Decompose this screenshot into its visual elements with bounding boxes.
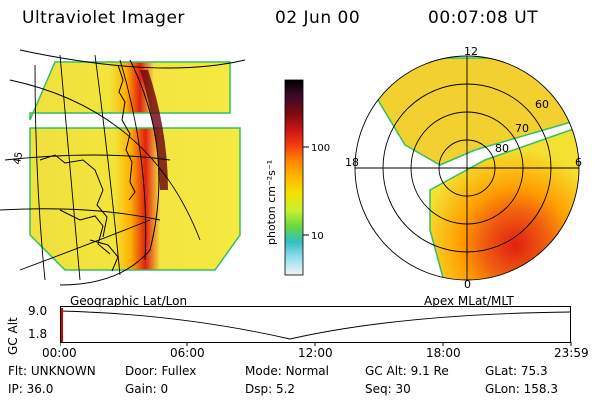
geo-edge-label: 45 bbox=[12, 151, 25, 165]
geographic-image-panel: 45 bbox=[0, 49, 246, 286]
info-gain: Gain: 0 bbox=[125, 382, 169, 396]
timeline-xtick-0600: 06:00 bbox=[170, 346, 205, 360]
image-band-lower bbox=[29, 127, 241, 271]
polar-grid bbox=[354, 55, 580, 281]
info-ip: IP: 36.0 bbox=[8, 382, 54, 396]
mlt-label-18: 18 bbox=[345, 156, 359, 169]
observation-time: 00:07:08 UT bbox=[428, 8, 539, 28]
timeline-xticks bbox=[60, 342, 572, 346]
timeline-ytick-bottom: 1.8 bbox=[28, 327, 48, 341]
timeline-axis-label: GC Alt bbox=[6, 317, 20, 355]
instrument-title: Ultraviolet Imager bbox=[22, 8, 185, 28]
polar-caption: Apex MLat/MLT bbox=[424, 294, 514, 308]
info-gc-alt: GC Alt: 9.1 Re bbox=[365, 364, 449, 378]
polar-image-panel: 12 18 6 0 60 70 80 bbox=[345, 45, 582, 290]
info-glat: GLat: 75.3 bbox=[485, 364, 548, 378]
timeline-xtick-2359: 23:59 bbox=[554, 346, 589, 360]
timeline-xtick-0000: 00:00 bbox=[42, 346, 77, 360]
altitude-curve bbox=[60, 310, 572, 340]
earth-limb bbox=[59, 59, 160, 286]
geo-caption: Geographic Lat/Lon bbox=[70, 294, 188, 308]
mlat-label-60: 60 bbox=[535, 98, 549, 111]
mlt-label-12: 12 bbox=[464, 45, 478, 58]
timeline-xtick-1800: 18:00 bbox=[426, 346, 461, 360]
info-mode: Mode: Normal bbox=[245, 364, 329, 378]
latlon-grid bbox=[0, 49, 246, 281]
mlt-label-6: 6 bbox=[575, 156, 582, 169]
info-glon: GLon: 158.3 bbox=[485, 382, 558, 396]
colorbar: 100 10 photon cm⁻²s⁻¹ bbox=[265, 79, 330, 276]
info-flt: Flt: UNKNOWN bbox=[8, 364, 96, 378]
image-band-upper bbox=[29, 61, 231, 121]
mlt-label-0: 0 bbox=[464, 278, 471, 290]
mlat-label-80: 80 bbox=[495, 142, 509, 155]
colorbar-label-100: 100 bbox=[311, 143, 330, 154]
colorbar-gradient bbox=[284, 79, 304, 276]
timeline-plot bbox=[60, 306, 572, 346]
timeline-ytick-top: 9.0 bbox=[28, 304, 48, 318]
mlat-label-70: 70 bbox=[515, 122, 529, 135]
coastline bbox=[39, 64, 136, 272]
colorbar-unit-label: photon cm⁻²s⁻¹ bbox=[265, 160, 278, 245]
timeline-xtick-1200: 12:00 bbox=[298, 346, 333, 360]
info-door: Door: Fullex bbox=[125, 364, 197, 378]
info-seq: Seq: 30 bbox=[365, 382, 411, 396]
colorbar-label-10: 10 bbox=[311, 231, 324, 242]
observation-date: 02 Jun 00 bbox=[275, 8, 361, 28]
timeline-frame bbox=[60, 306, 571, 343]
info-dsp: Dsp: 5.2 bbox=[245, 382, 296, 396]
